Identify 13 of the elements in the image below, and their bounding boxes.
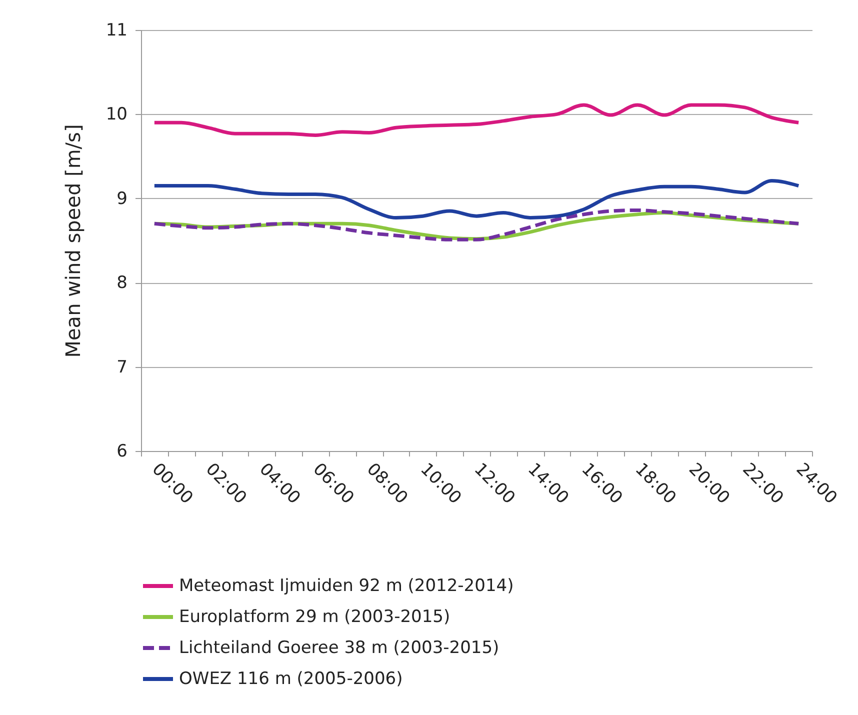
y-tick-label: 7 [116,357,128,378]
legend-label: Europlatform 29 m (2003-2015) [179,607,450,627]
y-tick-label: 9 [116,188,128,209]
legend-label: OWEZ 116 m (2005-2006) [179,669,403,689]
legend-label: Lichteiland Goeree 38 m (2003-2015) [179,638,500,658]
y-axis-title: Mean wind speed [m/s] [60,124,85,358]
line-series [152,178,800,220]
y-tick-label: 10 [106,104,128,125]
y-tick-label: 11 [106,20,128,40]
y-tick-label: 6 [116,442,128,462]
y-tick-label: 8 [116,273,128,294]
legend-label: Meteomast Ijmuiden 92 m (2012-2014) [179,576,514,596]
line-series [152,103,800,137]
